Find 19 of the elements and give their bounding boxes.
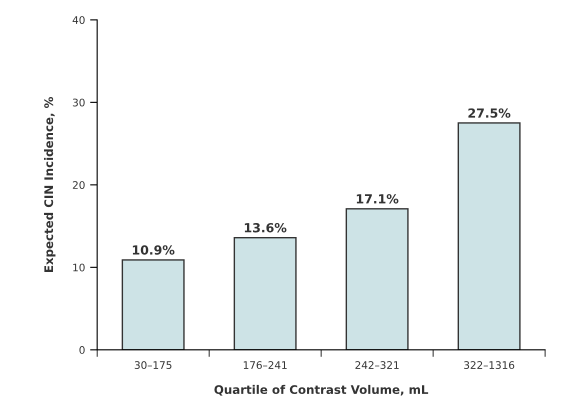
y-axis-title: Expected CIN Incidence, % — [44, 96, 56, 272]
x-tick-label: 242–321 — [355, 361, 399, 370]
data-label: 13.6% — [244, 222, 286, 232]
y-tick-label: 30 — [72, 98, 85, 106]
y-tick-label: 20 — [72, 181, 85, 189]
data-label: 10.9% — [132, 245, 174, 255]
y-tick-label: 40 — [72, 16, 85, 24]
data-label: 17.1% — [356, 194, 398, 204]
bar — [234, 236, 297, 350]
x-axis-title: Quartile of Contrast Volume, mL — [214, 384, 428, 396]
data-label: 27.5% — [468, 108, 510, 118]
y-tick-label: 0 — [79, 346, 85, 354]
x-tick-label: 176–241 — [244, 361, 287, 370]
x-tick-label: 30–175 — [134, 361, 172, 370]
x-tick-label: 322–1316 — [464, 361, 514, 370]
bar — [458, 122, 521, 350]
bar — [122, 259, 185, 350]
y-tick-label: 10 — [73, 264, 85, 272]
bar — [346, 208, 409, 350]
